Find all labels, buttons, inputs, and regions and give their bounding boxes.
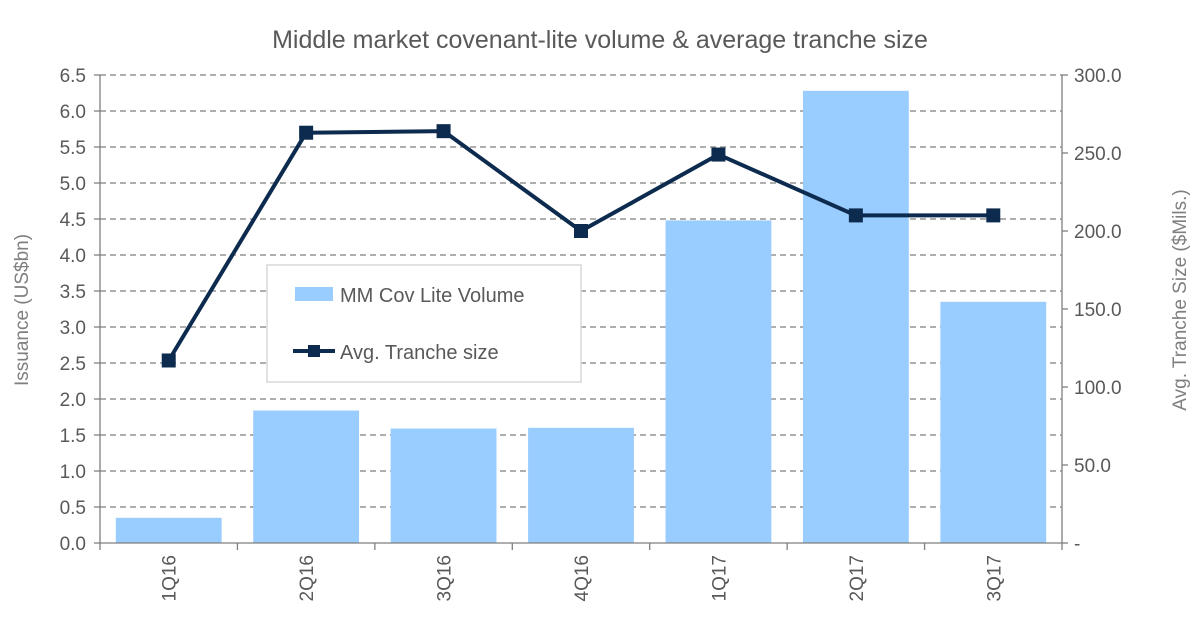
line-series: [161, 124, 1001, 368]
y-left-tick-label: 5.0: [60, 174, 86, 195]
y-left-tick-label: 1.0: [60, 462, 86, 483]
y-right-tick-label: -: [1074, 534, 1080, 555]
bar-1Q16: [115, 517, 222, 543]
tranche-point-2Q17: [848, 208, 863, 223]
bar-1Q17: [665, 220, 772, 543]
x-tick-label: 4Q16: [572, 555, 593, 601]
x-tick-label: 1Q16: [160, 555, 181, 601]
y-left-tick-label: 5.5: [60, 138, 86, 159]
x-tick-label: 1Q17: [709, 555, 730, 601]
y-left-tick-label: 0.5: [60, 498, 86, 519]
y-left-tick-label: 4.5: [60, 210, 86, 231]
axes: 0.0 0.5 1.0 1.5 2.0 2.5 3.0 3.5 4.0 4.5 5.0 5.5 6.0 6…: [60, 66, 1122, 601]
legend-label-volume: MM Cov Lite Volume: [340, 285, 525, 307]
y-left-tick-label: 1.5: [60, 426, 86, 447]
y-left-tick-label: 3.5: [60, 282, 86, 303]
y-left-tick-label: 6.0: [60, 102, 86, 123]
y-right-tick-label: 50.0: [1074, 456, 1111, 477]
legend-swatch-marker: [308, 345, 320, 357]
bar-series: [115, 90, 1047, 543]
y-left-tick-label: 0.0: [60, 534, 86, 555]
x-tick-label: 3Q16: [435, 555, 456, 601]
tranche-point-1Q17: [711, 147, 726, 162]
y-left-tick-label: 4.0: [60, 246, 86, 267]
bar-2Q17: [802, 90, 909, 543]
legend-swatch-bar: [295, 287, 333, 301]
tranche-point-4Q16: [574, 224, 588, 238]
tranche-point-3Q17: [986, 208, 1001, 223]
bar-3Q16: [390, 428, 497, 543]
x-tick-label: 2Q16: [297, 555, 318, 601]
y-right-tick-label: 250.0: [1074, 144, 1122, 165]
tranche-point-2Q16: [299, 125, 314, 140]
tranche-point-3Q16: [436, 124, 451, 139]
y-right-tick-label: 150.0: [1074, 300, 1122, 321]
legend-box: [266, 264, 582, 383]
legend: MM Cov Lite Volume Avg. Tranche size: [266, 264, 582, 383]
x-tick-label: 2Q17: [847, 555, 868, 601]
y-right-tick-label: 100.0: [1074, 378, 1122, 399]
y-left-tick-label: 2.0: [60, 390, 86, 411]
y-right-axis-label: Avg. Tranche Size ($Mils.): [1170, 189, 1191, 410]
x-tick-label: 3Q17: [984, 555, 1005, 601]
bar-4Q16: [528, 427, 634, 543]
y-right-tick-label: 200.0: [1074, 222, 1122, 243]
y-left-tick-label: 3.0: [60, 318, 86, 339]
y-left-tick-label: 6.5: [60, 66, 86, 87]
legend-label-tranche: Avg. Tranche size: [340, 342, 499, 364]
bar-3Q17: [940, 301, 1047, 543]
y-right-tick-label: 300.0: [1074, 66, 1122, 87]
y-left-axis-label: Issuance (US$bn): [12, 234, 33, 386]
tranche-point-1Q16: [161, 353, 176, 368]
y-left-tick-label: 2.5: [60, 354, 86, 375]
chart-title: Middle market covenant-lite volume & ave…: [272, 26, 928, 54]
bar-2Q16: [253, 410, 360, 543]
